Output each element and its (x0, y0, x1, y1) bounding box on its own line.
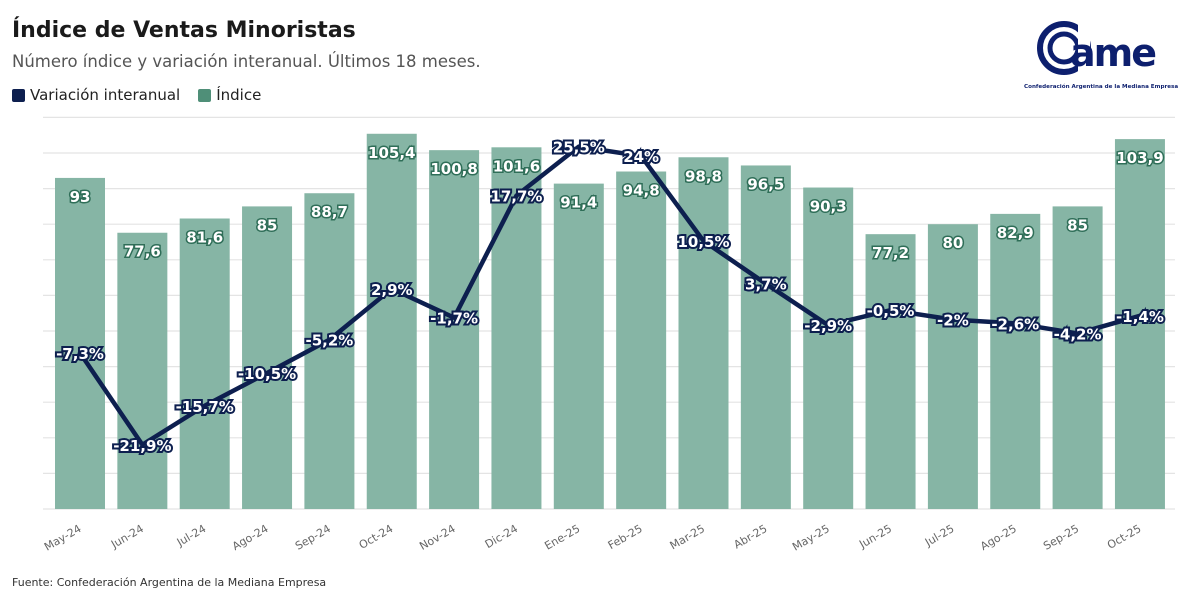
bar-label: 98,8 (685, 167, 722, 185)
bar (803, 187, 854, 510)
bar (740, 165, 791, 509)
bar-label: 77,6 (124, 243, 161, 261)
bar (1052, 206, 1103, 509)
x-tick-label: Mar-25 (668, 522, 707, 552)
bar-label: 91,4 (560, 194, 597, 212)
line-label: -21,9% (113, 437, 171, 455)
x-tick-label: Sep-24 (293, 522, 333, 553)
bar (55, 177, 105, 510)
line-label: -5,2% (305, 332, 353, 350)
x-tick-label: Ago-25 (978, 522, 1019, 553)
bar-label: 96,5 (747, 175, 784, 193)
line-label: -10,5% (238, 365, 296, 383)
bar (927, 224, 978, 509)
legend-item-variacion: Variación interanual (12, 86, 180, 104)
bar (491, 147, 542, 509)
x-tick-label: Nov-24 (417, 522, 457, 553)
x-tick-label: Ene-25 (542, 522, 582, 553)
x-tick-label: Sep-25 (1041, 522, 1081, 553)
x-tick-label: Jun-24 (108, 522, 146, 551)
chart-title: Índice de Ventas Minoristas (12, 18, 356, 43)
x-tick-label: Jun-25 (856, 522, 894, 551)
bar-label: 100,8 (430, 160, 477, 178)
x-tick-label: Abr-25 (731, 522, 769, 551)
bar (242, 206, 293, 509)
bar-label: 85 (1067, 216, 1088, 234)
legend-swatch (198, 89, 212, 102)
x-tick-label: Feb-25 (606, 522, 645, 552)
x-tick-label: Jul-24 (174, 522, 208, 549)
legend-item-indice: Índice (198, 86, 261, 104)
legend-swatch (12, 89, 25, 102)
line-series-variacion (77, 144, 1143, 448)
bar-label: 81,6 (186, 229, 223, 247)
bar (553, 183, 604, 509)
x-tick-label: Ago-24 (230, 522, 271, 553)
bar-label: 80 (942, 234, 963, 252)
line-label: 2,9% (371, 281, 413, 299)
bar (616, 171, 667, 509)
bar (1114, 139, 1165, 509)
source-note: Fuente: Confederación Argentina de la Me… (12, 576, 327, 589)
x-tick-label: Oct-25 (1105, 522, 1144, 552)
bar-label: 105,4 (368, 144, 415, 162)
line-label: -4,2% (1054, 325, 1102, 343)
line-label: -1,4% (1116, 308, 1164, 326)
bar-label: 94,8 (623, 182, 660, 200)
bar (117, 232, 168, 509)
chart-subtitle: Número índice y variación interanual. Úl… (12, 52, 481, 71)
line-label: -0,5% (867, 302, 915, 320)
bar (865, 234, 916, 509)
line-label: 25,5% (553, 139, 605, 157)
bar-label: 93 (70, 188, 91, 206)
x-tick-label: May-25 (790, 522, 832, 554)
bar-label: 103,9 (1116, 149, 1163, 167)
line-label: -2,9% (804, 317, 852, 335)
came-logo: ame Confederación Argentina de la Median… (1022, 18, 1192, 94)
line-label: -7,3% (56, 345, 104, 363)
bar (366, 133, 417, 509)
line-label: -2% (937, 312, 969, 330)
bar-label: 101,6 (493, 157, 540, 175)
bar (990, 213, 1041, 509)
bar (179, 218, 230, 509)
x-tick-label: Dic-24 (483, 522, 520, 551)
bar (429, 150, 480, 510)
line-label: 17,7% (490, 188, 542, 206)
x-tick-label: Jul-25 (922, 522, 956, 549)
line-label: 10,5% (677, 233, 729, 251)
line-label: -2,6% (991, 315, 1039, 333)
bar-label: 90,3 (810, 198, 847, 216)
svg-text:Confederación Argentina de la: Confederación Argentina de la Mediana Em… (1024, 83, 1178, 90)
line-label: -1,7% (430, 310, 478, 328)
line-label: 3,7% (745, 276, 787, 294)
x-tick-label: May-24 (42, 522, 84, 554)
bar-label: 82,9 (997, 224, 1034, 242)
bar-label: 77,2 (872, 244, 909, 262)
line-label: -15,7% (176, 398, 234, 416)
bar-label: 85 (257, 216, 278, 234)
svg-text:ame: ame (1070, 31, 1155, 75)
line-label: 24% (623, 148, 659, 166)
legend: Variación interanual Índice (12, 86, 261, 104)
bar-label: 88,7 (311, 203, 348, 221)
bar (678, 157, 729, 509)
x-tick-label: Oct-24 (357, 522, 396, 552)
